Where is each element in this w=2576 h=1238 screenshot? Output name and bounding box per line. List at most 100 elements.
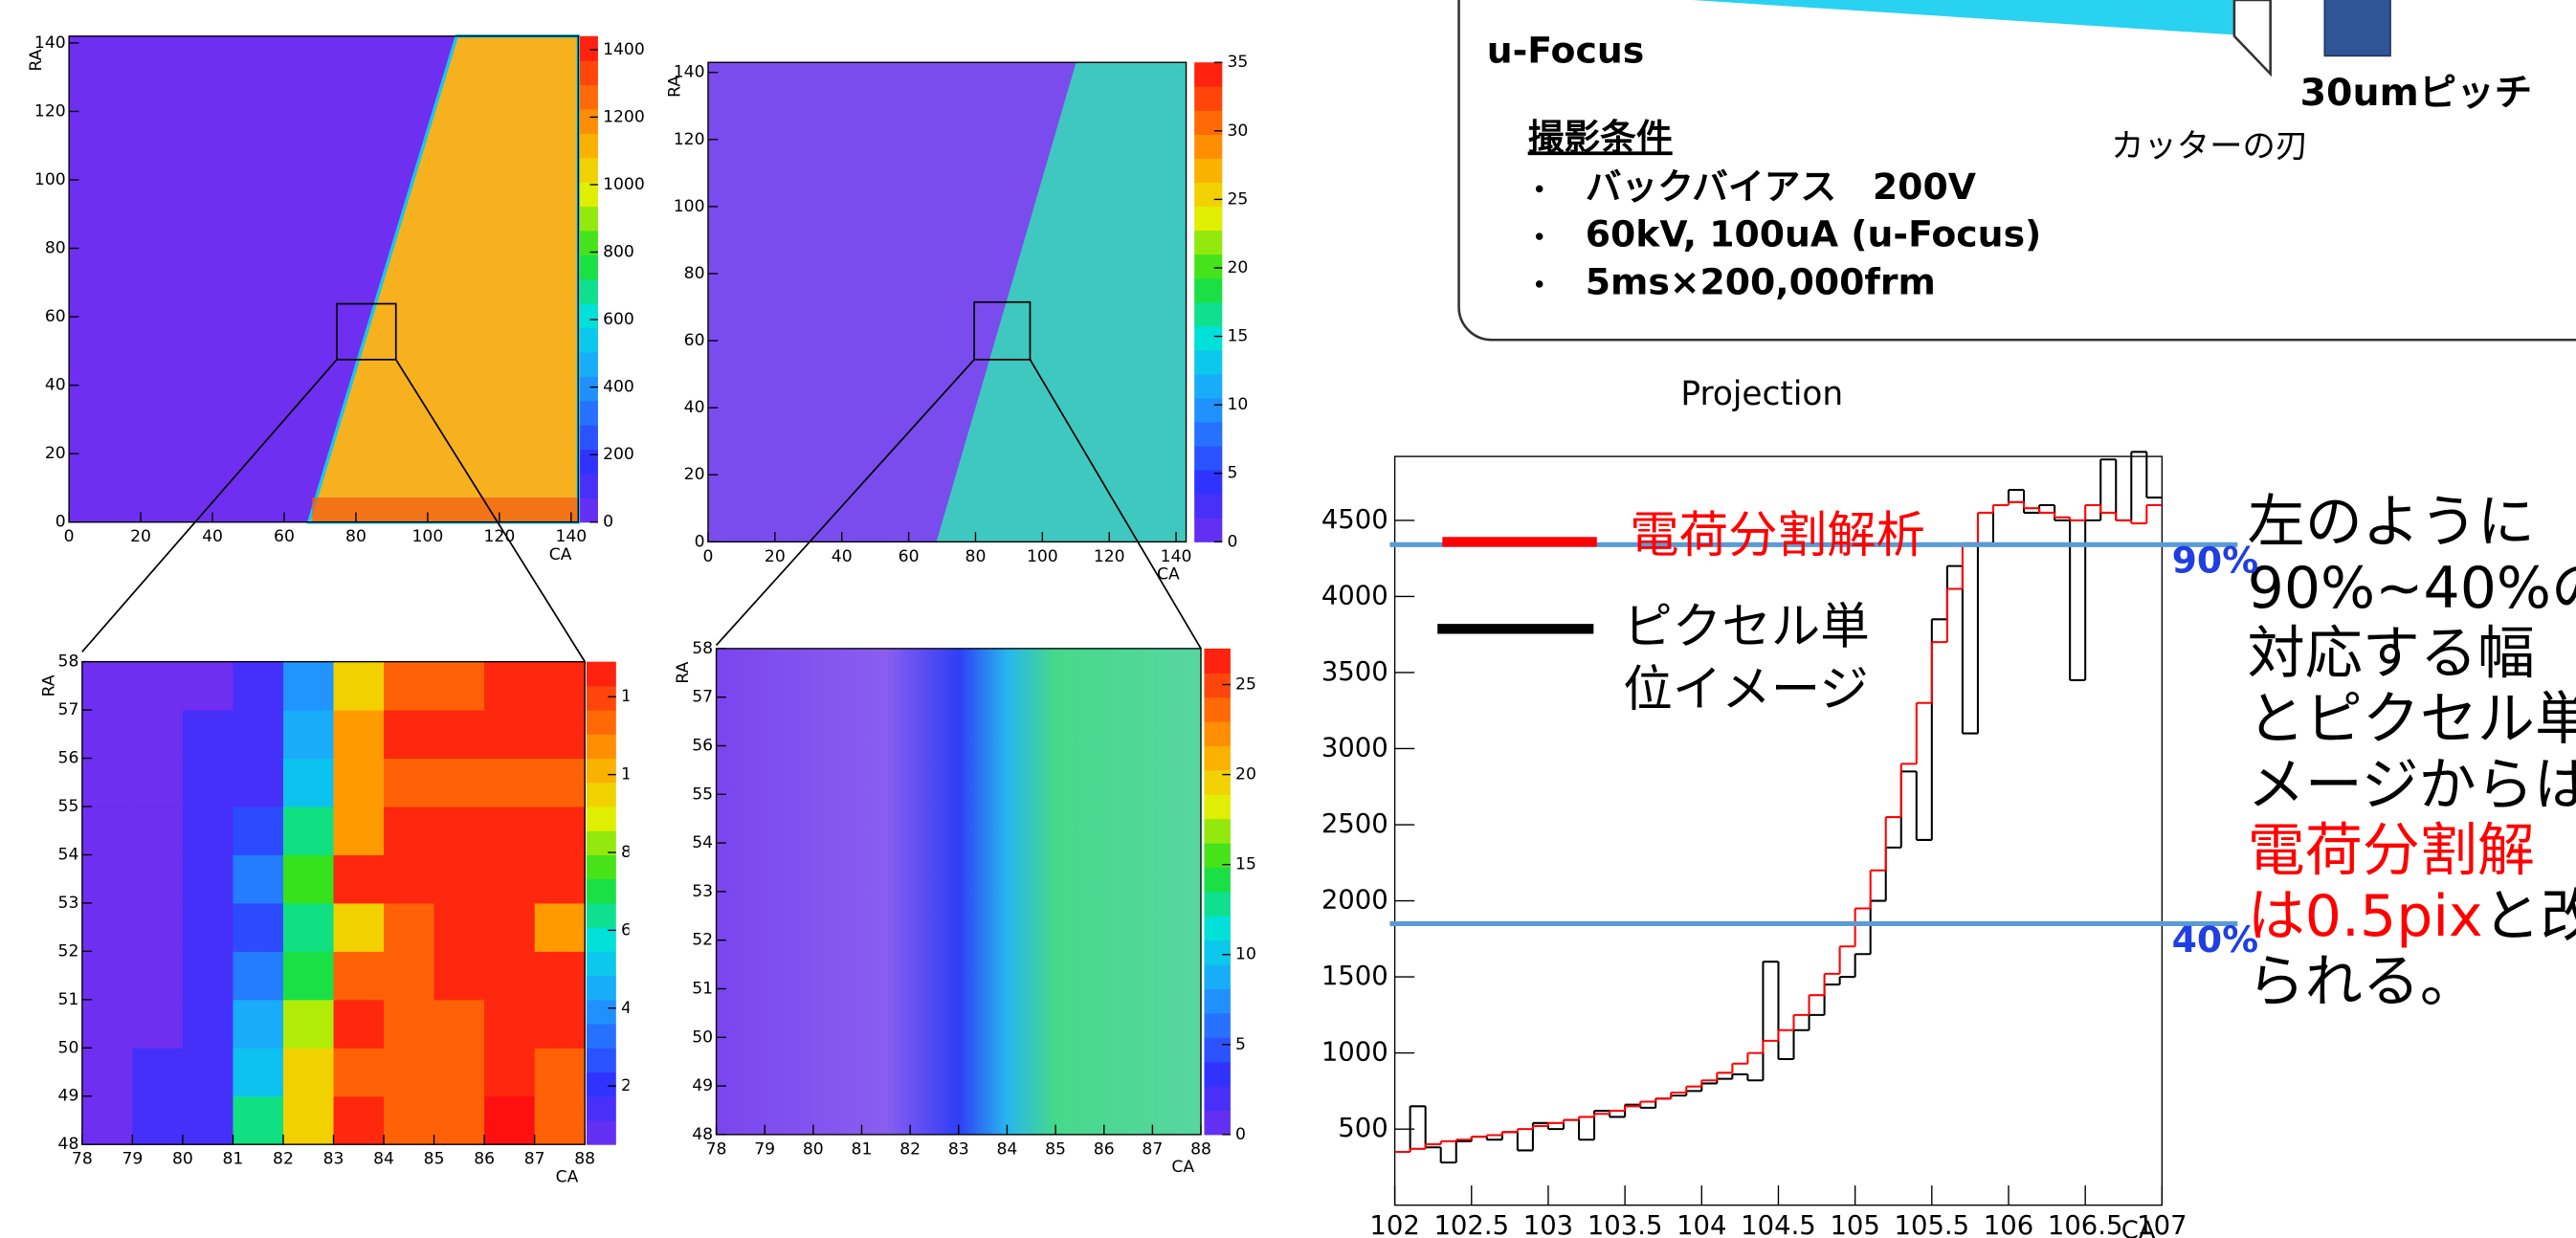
x-tick-label: 81 bbox=[852, 1139, 873, 1159]
heatmap-cell bbox=[534, 951, 586, 1001]
y-tick-label: 2500 bbox=[1321, 809, 1388, 839]
heatmap-cell bbox=[484, 710, 536, 760]
box-title: u-Focus bbox=[1487, 29, 1645, 71]
colorbar-step bbox=[1204, 1037, 1231, 1063]
note-text: と改 bbox=[2483, 883, 2576, 950]
note-text: メージからは bbox=[2248, 751, 2576, 818]
y-tick-label: 40 bbox=[684, 398, 705, 417]
colorbar-step bbox=[586, 1048, 616, 1073]
heatmap-cell bbox=[182, 951, 233, 1001]
y-tick-label: 55 bbox=[692, 785, 713, 804]
x-tick-label: 106.5 bbox=[2048, 1211, 2123, 1238]
note-text: 左のように bbox=[2248, 489, 2535, 556]
heatmap-cell bbox=[132, 710, 184, 760]
heatmap: 78 79 80 81 82 83 84 85 86 87 88484950515253545556… bbox=[40, 652, 663, 1187]
x-tick-label: 103 bbox=[1523, 1211, 1573, 1238]
z-tick-label: 1200 bbox=[603, 107, 645, 126]
y-tick-label: 120 bbox=[34, 101, 66, 121]
zoom-box bbox=[336, 302, 397, 361]
colorbar-step bbox=[1204, 891, 1231, 917]
x-tick-label: 86 bbox=[474, 1150, 495, 1169]
z-tick-label: 1200 bbox=[621, 687, 663, 706]
x-tick-label: 140 bbox=[1161, 547, 1192, 566]
colorbar-step bbox=[1204, 696, 1231, 722]
colorbar-step bbox=[586, 902, 616, 928]
colorbar-step bbox=[1204, 673, 1231, 698]
heatmap-cell bbox=[81, 758, 133, 807]
heatmap-cell bbox=[282, 854, 335, 904]
heatmap-cell bbox=[433, 854, 485, 904]
y-tick-label: 4500 bbox=[1321, 505, 1388, 535]
heatmap-cell bbox=[282, 806, 335, 855]
colorbar-step bbox=[1204, 843, 1231, 869]
x-tick-label: 84 bbox=[373, 1150, 394, 1169]
z-tick-label: 15 bbox=[1235, 855, 1256, 874]
heatmap-cell bbox=[433, 999, 485, 1049]
colorbar-step bbox=[1194, 325, 1223, 351]
colorbar-step bbox=[1204, 916, 1231, 941]
heatmap-cell bbox=[182, 902, 233, 952]
x-tick-label: 140 bbox=[555, 527, 587, 546]
x-tick-label: 106 bbox=[1984, 1211, 2033, 1238]
heatmap-cell bbox=[333, 999, 385, 1049]
note-line: メージからは bbox=[2248, 751, 2576, 818]
x-tick-label: 83 bbox=[323, 1150, 344, 1169]
heatmap: 0 20 40 60 80 100 120 140 0 20 40 60 80 100 120 140 0 5 10… bbox=[666, 53, 1249, 584]
z-tick-label: 10 bbox=[1235, 945, 1256, 964]
colorbar-step bbox=[580, 35, 598, 61]
heatmap-cell bbox=[484, 806, 536, 855]
heatmap-cell bbox=[534, 661, 586, 711]
x-tick-label: 104 bbox=[1677, 1211, 1726, 1238]
y-tick-label: 48 bbox=[692, 1125, 713, 1144]
y-tick-label: 52 bbox=[692, 931, 713, 950]
x-tick-label: 88 bbox=[1190, 1139, 1211, 1159]
x-tick-label: 105 bbox=[1830, 1211, 1879, 1238]
note-text: 90%~40%の bbox=[2248, 554, 2576, 621]
heatmap-cell bbox=[384, 1095, 435, 1145]
heatmap-cell bbox=[433, 710, 485, 760]
bullet bbox=[1535, 280, 1543, 288]
heatmap: 78 79 80 81 82 83 84 85 86 87 88484950515253545556… bbox=[674, 639, 1256, 1177]
heatmap-cell bbox=[534, 758, 586, 807]
colorbar-step bbox=[580, 206, 598, 232]
heatmap-cell bbox=[282, 1048, 335, 1097]
y-tick-label: 48 bbox=[58, 1135, 79, 1154]
heatmap-cell bbox=[384, 661, 435, 711]
y-tick-label: 56 bbox=[58, 749, 79, 768]
heatmap-cell bbox=[132, 1095, 184, 1145]
heatmap-cell bbox=[384, 1048, 435, 1097]
condition: バックバイアス 200V bbox=[1586, 166, 1977, 208]
heatmap-cell bbox=[81, 902, 133, 952]
z-tick-label: 800 bbox=[621, 843, 653, 862]
heatmap-cell bbox=[484, 1095, 536, 1145]
y-axis-title: RA bbox=[27, 49, 46, 71]
y-tick-label: 4000 bbox=[1321, 581, 1388, 610]
colorbar-step bbox=[1194, 182, 1223, 208]
colorbar-step bbox=[586, 830, 616, 855]
heatmap-cell bbox=[384, 758, 435, 807]
heatmap-cell bbox=[182, 854, 233, 904]
y-tick-label: 50 bbox=[692, 1028, 713, 1047]
y-tick-label: 58 bbox=[692, 639, 713, 658]
heatmap-cell bbox=[433, 806, 485, 855]
heatmap-cell bbox=[484, 661, 536, 711]
heatmap-cell bbox=[132, 951, 184, 1001]
x-tick-label: 82 bbox=[899, 1139, 921, 1159]
z-tick-label: 15 bbox=[1227, 327, 1248, 346]
colorbar-step bbox=[1204, 745, 1231, 771]
y-tick-label: 20 bbox=[45, 444, 66, 463]
note-text: られる。 bbox=[2248, 948, 2477, 1015]
heatmap-cell bbox=[182, 1048, 233, 1097]
y-tick-label: 1500 bbox=[1321, 962, 1388, 991]
colorbar-step bbox=[1204, 1061, 1231, 1087]
colorbar-step bbox=[586, 1095, 616, 1121]
colorbar-step bbox=[586, 854, 616, 880]
colorbar-axis: 200 400 600 800 1000 1200 bbox=[608, 687, 663, 1095]
heatmap-cell bbox=[132, 999, 184, 1049]
y-tick-label: 54 bbox=[58, 845, 79, 864]
heatmap-cell bbox=[333, 1048, 385, 1097]
z-tick-label: 200 bbox=[603, 445, 634, 464]
z-tick-label: 400 bbox=[603, 378, 634, 397]
x-tick-label: 87 bbox=[1142, 1139, 1163, 1159]
y-tick-label: 56 bbox=[692, 736, 713, 755]
